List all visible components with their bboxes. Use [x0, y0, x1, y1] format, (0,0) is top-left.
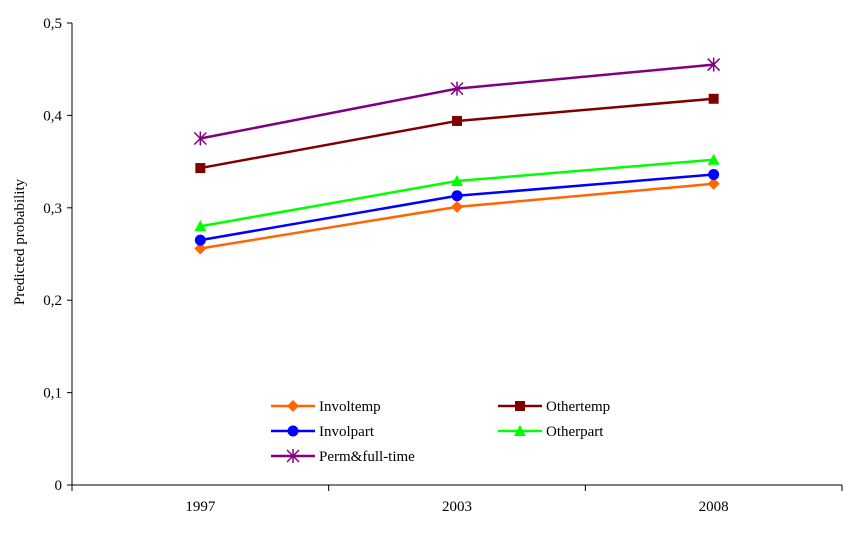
data-point — [194, 234, 206, 246]
data-point — [451, 200, 463, 213]
series-perm-full-time — [193, 57, 721, 146]
y-tick-label: 0,3 — [43, 201, 62, 217]
data-point — [193, 131, 207, 146]
data-point — [195, 163, 206, 174]
y-tick-label: 0,4 — [43, 108, 62, 124]
x-tick-label: 2008 — [699, 499, 729, 515]
series-involpart — [194, 169, 720, 246]
legend-entry: Othertemp — [498, 399, 610, 415]
data-point — [708, 169, 720, 181]
y-axis-ticks: 0 0,1 0,2 0,3 0,4 0,5 — [43, 16, 72, 494]
legend-label: Otherpart — [546, 424, 604, 440]
legend-marker — [286, 449, 300, 463]
y-tick-label: 0 — [55, 478, 63, 494]
legend-entry: Involtemp — [271, 399, 381, 415]
x-axis-ticks: 1997 2003 2008 — [71, 485, 843, 515]
y-axis-title: Predicted probability — [12, 178, 28, 305]
legend-entry: Involpart — [271, 424, 375, 440]
data-point — [708, 93, 719, 104]
legend-label: Involtemp — [319, 399, 381, 415]
data-point — [450, 81, 464, 96]
data-point — [452, 115, 462, 126]
series-involtemp — [194, 177, 720, 255]
legend: Involtemp Othertemp Involpart Otherpart Perm… — [271, 399, 610, 465]
legend-entry: Perm&full-time — [271, 449, 415, 465]
y-tick-label: 0,5 — [43, 16, 62, 32]
axes — [71, 23, 842, 486]
data-point — [451, 190, 463, 202]
data-point — [194, 220, 207, 232]
legend-entry: Otherpart — [498, 424, 604, 440]
y-tick-label: 0,1 — [43, 386, 62, 402]
legend-marker — [287, 425, 299, 437]
data-point — [707, 177, 720, 190]
x-tick-label: 1997 — [185, 499, 216, 515]
x-tick-label: 2003 — [442, 499, 472, 515]
series-line — [200, 63, 714, 140]
data-point — [707, 153, 720, 165]
data-point — [707, 57, 721, 72]
legend-label: Involpart — [319, 424, 375, 440]
legend-marker — [514, 425, 526, 436]
series-othertemp — [195, 93, 719, 174]
series-otherpart — [194, 153, 720, 232]
data-point — [194, 242, 207, 255]
legend-marker — [515, 401, 525, 411]
series-layer — [193, 57, 721, 255]
series-line — [200, 97, 714, 170]
data-point — [451, 175, 463, 187]
legend-marker — [287, 400, 299, 412]
legend-label: Perm&full-time — [319, 449, 415, 465]
legend-label: Othertemp — [546, 399, 610, 415]
y-tick-label: 0,2 — [43, 293, 62, 309]
